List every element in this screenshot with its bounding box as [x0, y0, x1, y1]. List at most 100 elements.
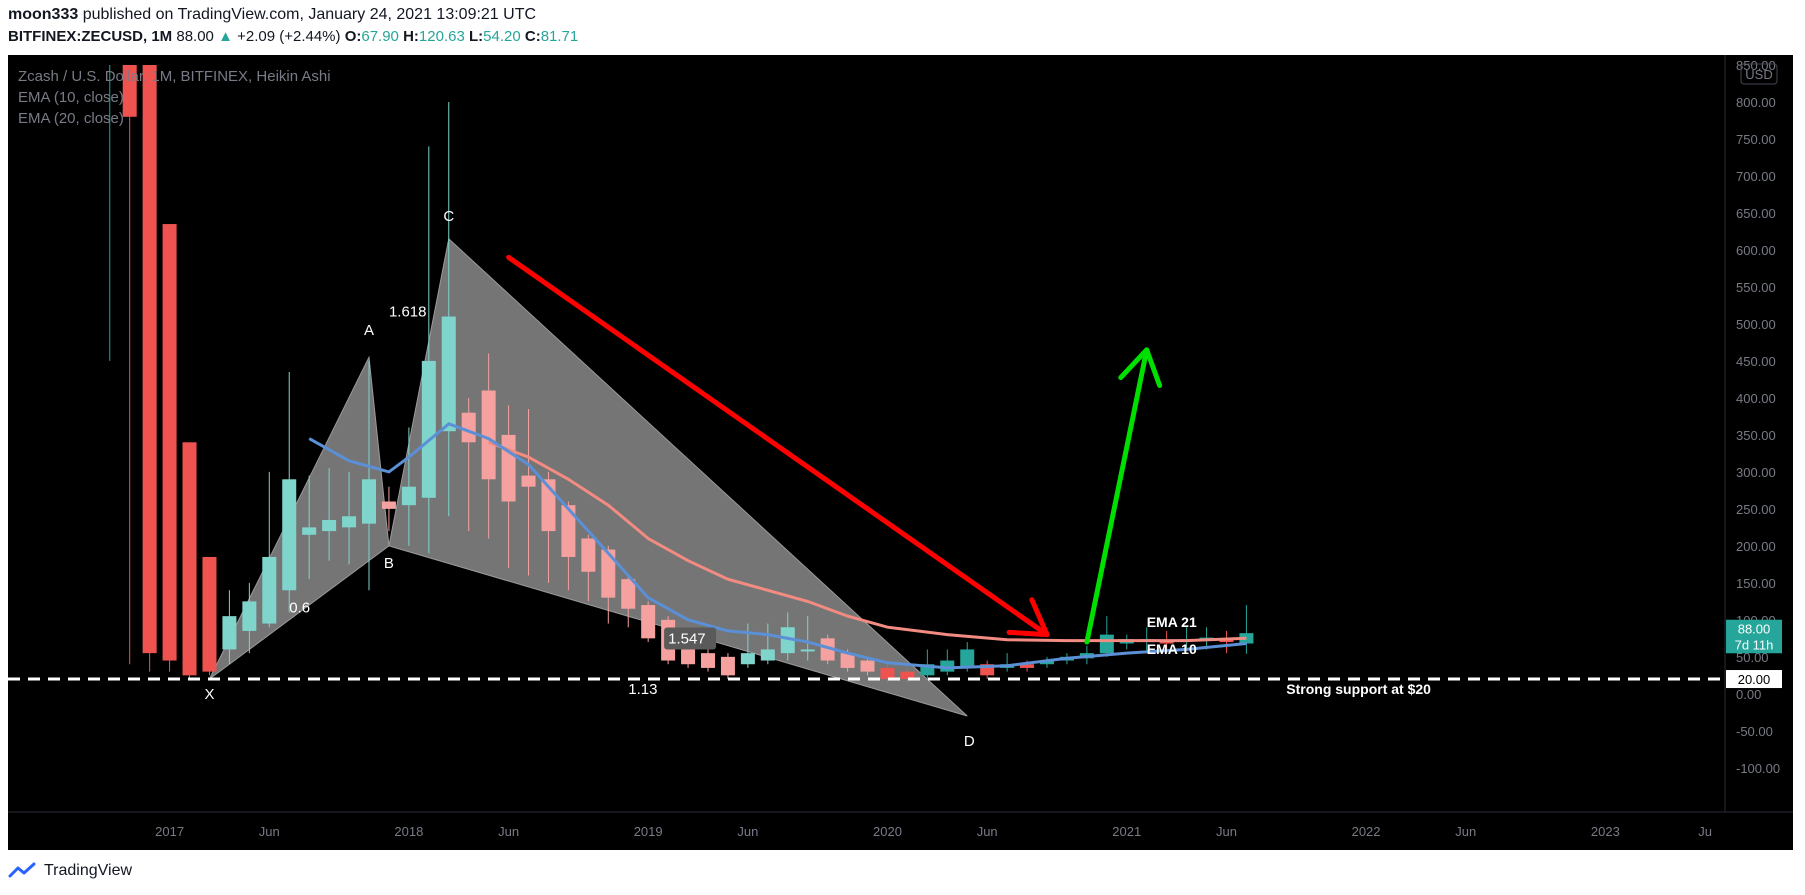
candle-body [860, 660, 875, 672]
legend-title: Zcash / U.S. Dollar, 1M, BITFINEX, Heiki… [18, 68, 331, 85]
candle-body [601, 549, 616, 598]
price-tick-label: 550.00 [1736, 280, 1776, 295]
currency-unit-label: USD [1745, 67, 1772, 82]
candle-body [342, 516, 357, 528]
time-tick-label: Jun [498, 824, 519, 839]
candles-layer [109, 65, 1254, 683]
time-tick-label: Ju [1698, 824, 1712, 839]
candle-body [681, 649, 696, 665]
candle-body [282, 479, 297, 591]
price-tick-label: 200.00 [1736, 539, 1776, 554]
price-badge [1726, 619, 1782, 638]
candle-body [820, 638, 835, 661]
candle-body [561, 505, 576, 557]
annotation-text: EMA 21 [1147, 614, 1197, 630]
ratio-label: 1.618 [389, 304, 427, 321]
pattern-point-x: X [204, 686, 214, 703]
time-tick-label: 2017 [155, 824, 184, 839]
price-tick-label: 650.00 [1736, 206, 1776, 221]
arrow-down-shaft [506, 254, 1050, 638]
candle-body [481, 390, 496, 480]
candle-body [880, 667, 895, 680]
ratio-label: 0.6 [289, 599, 310, 616]
price-badge-text: 20.00 [1738, 672, 1771, 687]
candle-body [122, 65, 137, 117]
currency-unit-button[interactable] [1740, 63, 1778, 85]
candle-body [142, 65, 157, 654]
price-tick-label: 450.00 [1736, 354, 1776, 369]
candle-body [322, 519, 337, 532]
last-price: 88.00 [176, 28, 214, 45]
time-tick-label: Jun [1216, 824, 1237, 839]
chart-legend: Zcash / U.S. Dollar, 1M, BITFINEX, Heiki… [18, 68, 331, 127]
ratio-label: 1.13 [628, 681, 657, 698]
footer-brand[interactable]: TradingView [8, 862, 132, 880]
footer-brand-text: TradingView [44, 862, 133, 879]
time-tick-label: 2022 [1352, 824, 1381, 839]
price-axis[interactable]: 850.00 800.00 750.00 700.00 650.00 600.00 550.… [1726, 58, 1782, 776]
ratio-label-bg [664, 627, 717, 650]
candle-body [421, 360, 436, 498]
price-badge-text: 7d 11h [1735, 637, 1774, 652]
time-tick-label: 2018 [394, 824, 423, 839]
annotation-text: EMA 10 [1147, 641, 1197, 657]
pattern-point-d: D [964, 733, 975, 750]
time-tick-label: Jun [737, 824, 758, 839]
high-value: 120.63 [418, 28, 465, 45]
candle-body [800, 649, 815, 652]
candle-body [940, 660, 955, 672]
price-tick-label: 150.00 [1736, 576, 1776, 591]
candle-body [920, 664, 935, 676]
candle-body [760, 649, 775, 661]
candle-body [1099, 634, 1114, 654]
change-up-icon: ▲ [218, 28, 233, 45]
pattern-point-c: C [443, 208, 454, 225]
candle-body [262, 556, 277, 624]
price-tick-label: 300.00 [1736, 465, 1776, 480]
candle-body [840, 653, 855, 668]
time-tick-label: Jun [977, 824, 998, 839]
candle-body [222, 616, 237, 650]
price-tick-label: 800.00 [1736, 95, 1776, 110]
time-tick-label: Jun [259, 824, 280, 839]
arrow-up-shaft [1084, 347, 1150, 645]
legend-ema20: EMA (20, close) [18, 110, 124, 127]
candle-body [581, 538, 596, 572]
arrow-up-head [1118, 347, 1163, 389]
candle-body [521, 475, 536, 487]
time-tick-label: Jun [1455, 824, 1476, 839]
pattern-point-b: B [384, 555, 394, 572]
price-tick-label: 700.00 [1736, 169, 1776, 184]
labels-layer: X A B C D 0.6 1.618 1.547 1.13 EMA 21 EMA 10 Strong… [204, 208, 1431, 750]
arrows-layer [506, 254, 1163, 645]
time-tick-label: 2019 [634, 824, 663, 839]
candle-body [1040, 660, 1054, 665]
arrow-down-head [1006, 597, 1050, 638]
price-tick-label: 50.00 [1736, 650, 1769, 665]
price-change: +2.09 (+2.44%) [237, 28, 341, 45]
candle-body [362, 479, 376, 524]
candle-body [780, 627, 795, 654]
price-tick-label: -50.00 [1736, 724, 1773, 739]
open-label: O: [344, 28, 362, 45]
price-tick-label: 0.00 [1736, 687, 1761, 702]
chart-background [8, 55, 1793, 850]
price-tick-label: 250.00 [1736, 502, 1776, 517]
candle-body [182, 442, 197, 676]
price-tick-label: -100.00 [1736, 761, 1780, 776]
candle-body [720, 656, 735, 676]
price-badge [1726, 635, 1782, 654]
candle-body [1020, 664, 1035, 668]
candle-body [960, 649, 975, 668]
ema10-line [308, 422, 1247, 670]
candle-body [461, 412, 476, 443]
price-tick-label: 400.00 [1736, 391, 1776, 406]
ratio-label: 1.547 [668, 631, 706, 648]
time-axis[interactable]: 2017 Jun 2018 Jun 2019 Jun 2020 Jun 2021 Jun 2022 J… [155, 824, 1712, 839]
time-tick-label: 2023 [1591, 824, 1620, 839]
author-name[interactable]: moon333 [8, 6, 79, 23]
candle-body [381, 501, 396, 509]
pattern-point-a: A [364, 322, 374, 339]
price-tick-label: 600.00 [1736, 243, 1776, 258]
